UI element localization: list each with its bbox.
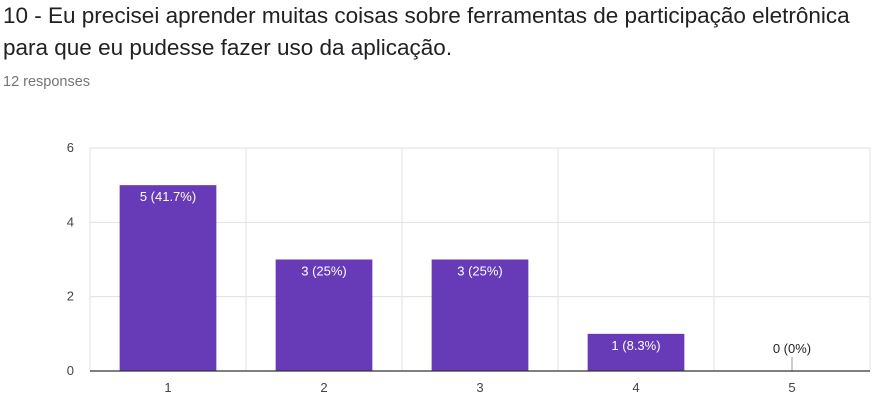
- x-tick-label: 1: [164, 380, 171, 395]
- bars: [119, 185, 793, 371]
- question-title: 10 - Eu precisei aprender muitas coisas …: [3, 3, 850, 60]
- y-tick-label: 0: [67, 363, 74, 378]
- bar: [431, 259, 529, 371]
- bar: [587, 333, 685, 371]
- data-label: 3 (25%): [301, 264, 347, 279]
- data-label: 5 (41.7%): [140, 189, 196, 204]
- data-label: 1 (8.3%): [611, 338, 660, 353]
- x-tick-label: 4: [632, 380, 639, 395]
- response-count: 12 responses: [3, 74, 91, 90]
- grid-lines: [89, 147, 871, 371]
- y-tick-label: 4: [67, 214, 74, 229]
- y-tick-label: 6: [67, 140, 74, 155]
- x-tick-label: 5: [788, 380, 795, 395]
- bar: [275, 259, 373, 371]
- x-tick-label: 3: [476, 380, 483, 395]
- bar: [119, 185, 217, 371]
- y-tick-label: 2: [67, 289, 74, 304]
- data-label: 3 (25%): [457, 264, 503, 279]
- x-tick-label: 2: [320, 380, 327, 395]
- data-label: 0 (0%): [773, 341, 811, 356]
- labels: 0 2 4 6 5 (41.7%) 1 3 (25%) 2 3 (25%) 3 1 (8.3%) 4 0…: [67, 140, 870, 395]
